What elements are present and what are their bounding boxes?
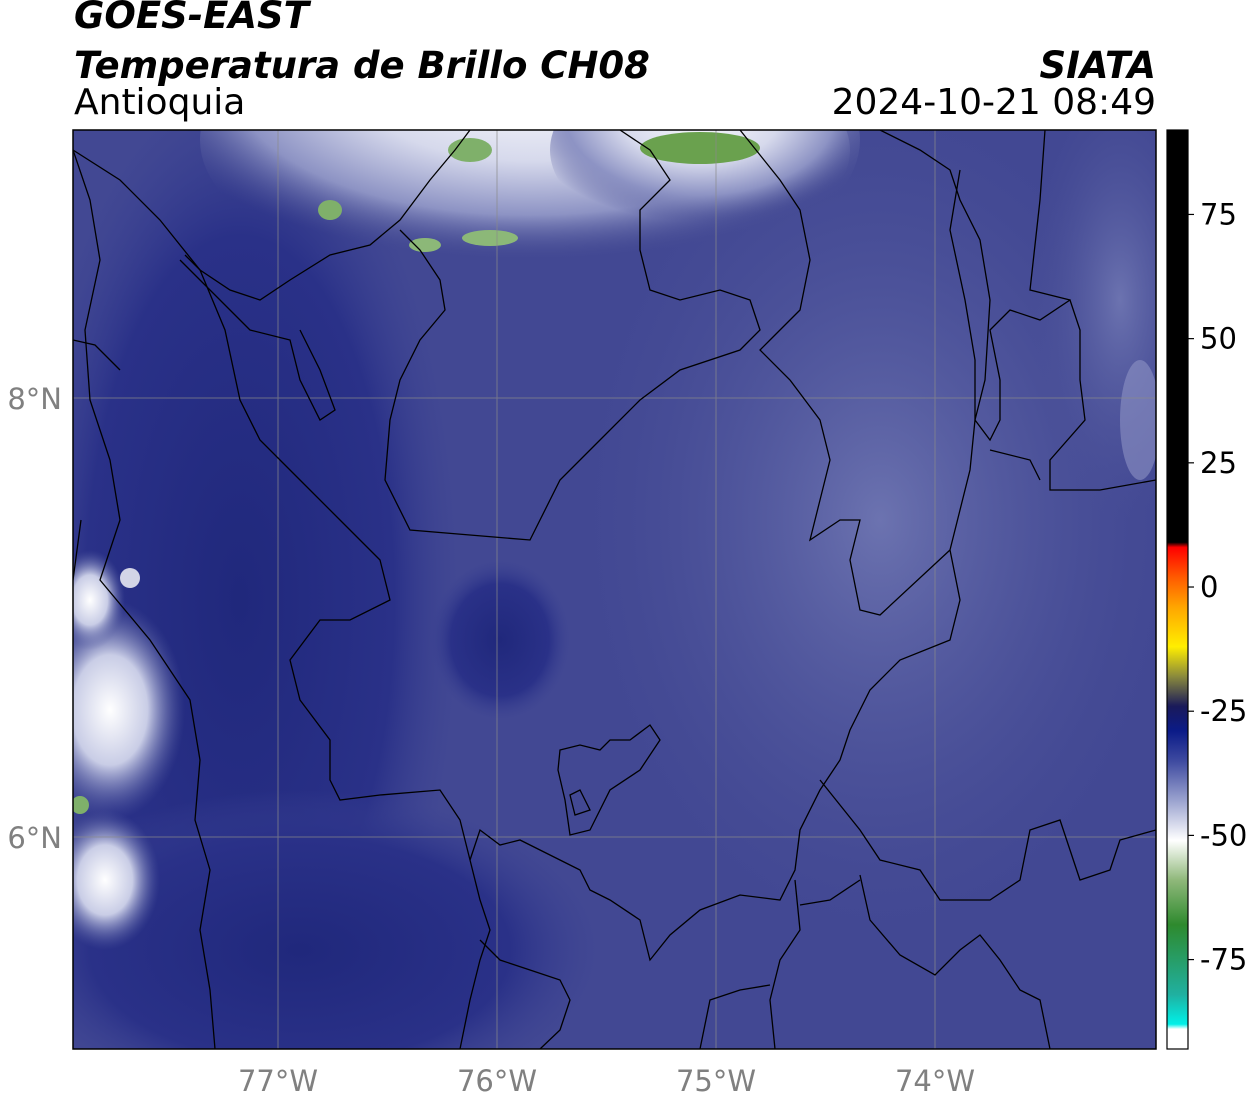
colorbar-tick-label: -75	[1200, 943, 1247, 977]
colorbar-tick-label: 0	[1200, 570, 1218, 604]
colorbar: 75 50 25 0 -25 -50 -75	[1166, 129, 1247, 1050]
product-title: Temperatura de Brillo CH08	[74, 44, 650, 87]
colorbar-tick-label: -25	[1200, 694, 1247, 728]
cold-cloud-patch	[640, 132, 760, 164]
lon-tick-label: 76°W	[457, 1064, 537, 1098]
colorbar-scale	[1167, 130, 1188, 1049]
organization-label: SIATA	[1039, 44, 1156, 87]
colorbar-tick-label: -50	[1200, 818, 1247, 852]
administrative-borders	[73, 130, 1156, 1049]
region-label: Antioquia	[74, 82, 246, 123]
longitude-tick-labels: 77°W 76°W 75°W 74°W	[238, 1064, 975, 1098]
lon-tick-label: 74°W	[895, 1064, 975, 1098]
map-frame	[72, 129, 1157, 1050]
colorbar-tick-label: 50	[1200, 322, 1237, 356]
colorbar-ticks: 75 50 25 0 -25 -50 -75	[1188, 197, 1247, 977]
datetime-label: 2024-10-21 08:49	[831, 82, 1156, 123]
lon-tick-label: 75°W	[676, 1064, 756, 1098]
colorbar-tick-label: 75	[1200, 197, 1237, 231]
lat-tick-label: 6°N	[7, 821, 62, 855]
lat-tick-label: 8°N	[7, 382, 62, 416]
brightness-temperature-field	[73, 130, 1156, 1049]
satellite-title: GOES-EAST	[74, 0, 309, 37]
latitude-tick-labels: 8°N 6°N	[7, 382, 62, 855]
lon-tick-label: 77°W	[238, 1064, 318, 1098]
colorbar-tick-label: 25	[1200, 446, 1237, 480]
